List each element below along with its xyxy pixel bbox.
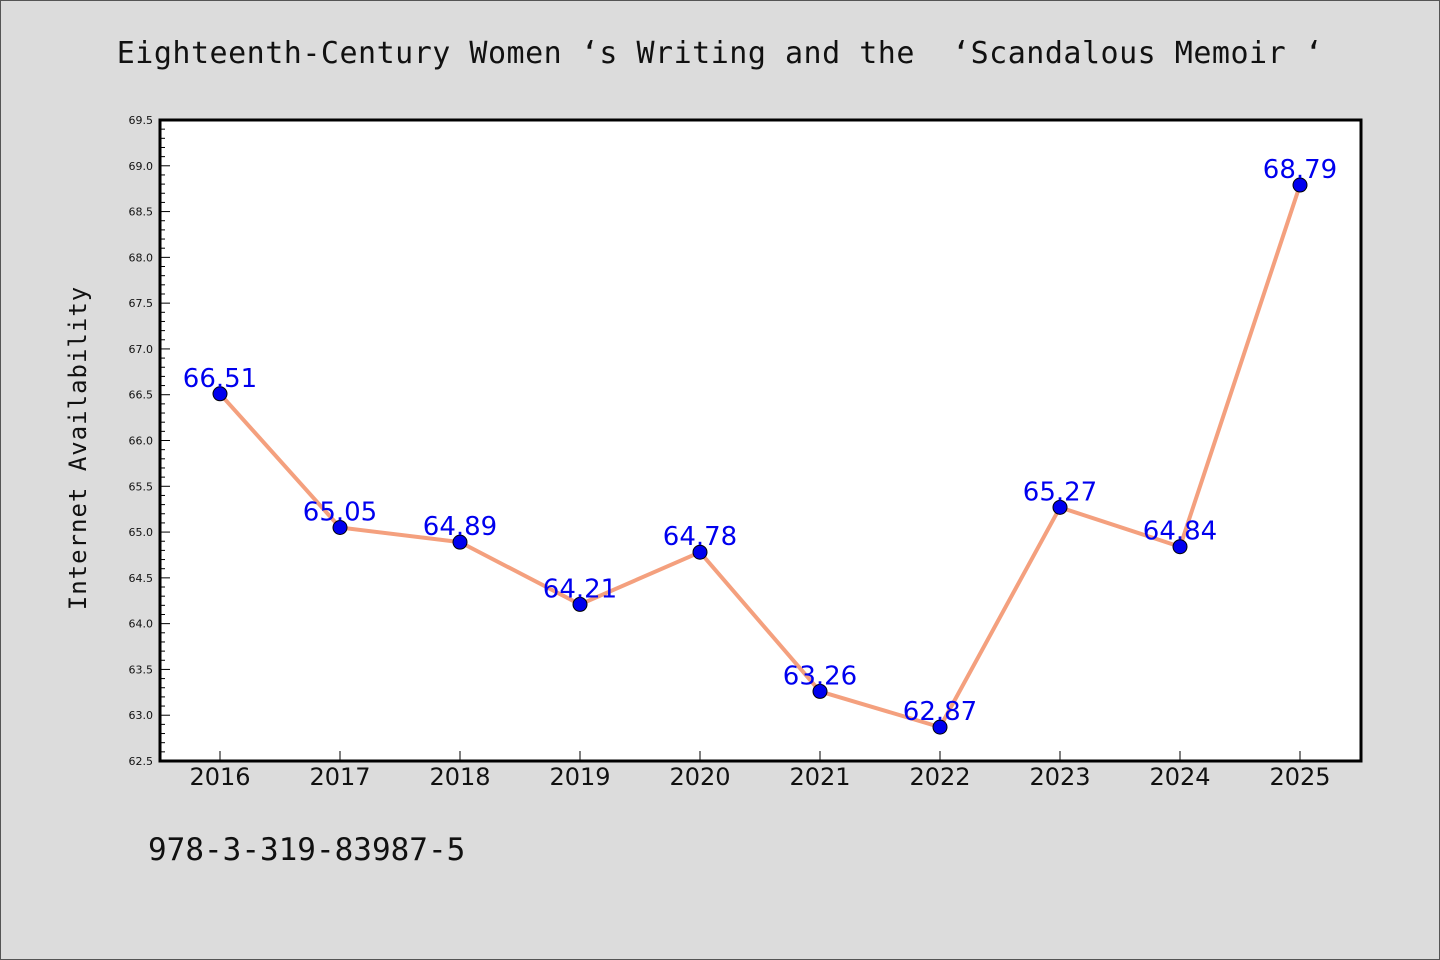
y-tick-label: 64.0	[129, 618, 154, 631]
x-tick-label: 2019	[549, 763, 610, 791]
isbn-code: 978-3-319-83987-5	[148, 832, 466, 868]
data-label: 66.51	[183, 364, 257, 394]
data-point	[1292, 177, 1308, 193]
data-label: 64.84	[1143, 517, 1217, 547]
y-tick-label: 64.5	[129, 572, 154, 585]
y-tick-label: 63.5	[129, 663, 154, 676]
data-label: 65.27	[1023, 477, 1097, 507]
x-tick-label: 2020	[669, 763, 730, 791]
data-point	[1052, 499, 1068, 515]
y-tick-label: 67.0	[129, 343, 154, 356]
y-tick-label: 66.5	[129, 389, 154, 402]
y-tick-label: 65.5	[129, 480, 154, 493]
y-tick-label: 69.5	[129, 114, 154, 127]
data-point	[572, 596, 588, 612]
data-point	[1172, 539, 1188, 555]
x-tick-label: 2017	[309, 763, 370, 791]
plot-area	[158, 118, 1363, 763]
data-label: 65.05	[303, 497, 377, 527]
y-tick-label: 65.0	[129, 526, 154, 539]
chart-title: Eighteenth-Century Women ‘s Writing and …	[116, 36, 1324, 71]
data-point	[692, 544, 708, 560]
data-point	[332, 519, 348, 535]
y-tick-label: 69.0	[129, 160, 154, 173]
data-label: 63.26	[783, 661, 857, 691]
y-tick-label: 67.5	[129, 297, 154, 310]
data-point	[212, 386, 228, 402]
data-label: 64.89	[423, 512, 497, 542]
y-axis-label: Internet Availability	[64, 286, 92, 610]
x-tick-label: 2016	[189, 763, 250, 791]
data-label: 62.87	[903, 697, 977, 727]
x-tick-label: 2021	[789, 763, 850, 791]
data-point	[932, 719, 948, 735]
data-label: 64.78	[663, 522, 737, 552]
x-tick-label: 2025	[1269, 763, 1330, 791]
y-tick-label: 68.5	[129, 206, 154, 219]
x-tick-label: 2018	[429, 763, 490, 791]
series-line	[218, 184, 1302, 730]
y-tick-label: 68.0	[129, 251, 154, 264]
y-tick-label: 62.5	[129, 755, 154, 768]
x-tick-label: 2022	[909, 763, 970, 791]
x-tick-label: 2023	[1029, 763, 1090, 791]
data-label: 68.79	[1263, 155, 1337, 185]
y-tick-label: 66.0	[129, 435, 154, 448]
data-point	[452, 534, 468, 550]
y-tick-label: 63.0	[129, 709, 154, 722]
data-label: 64.21	[543, 574, 617, 604]
x-tick-label: 2024	[1149, 763, 1210, 791]
data-point	[812, 683, 828, 699]
